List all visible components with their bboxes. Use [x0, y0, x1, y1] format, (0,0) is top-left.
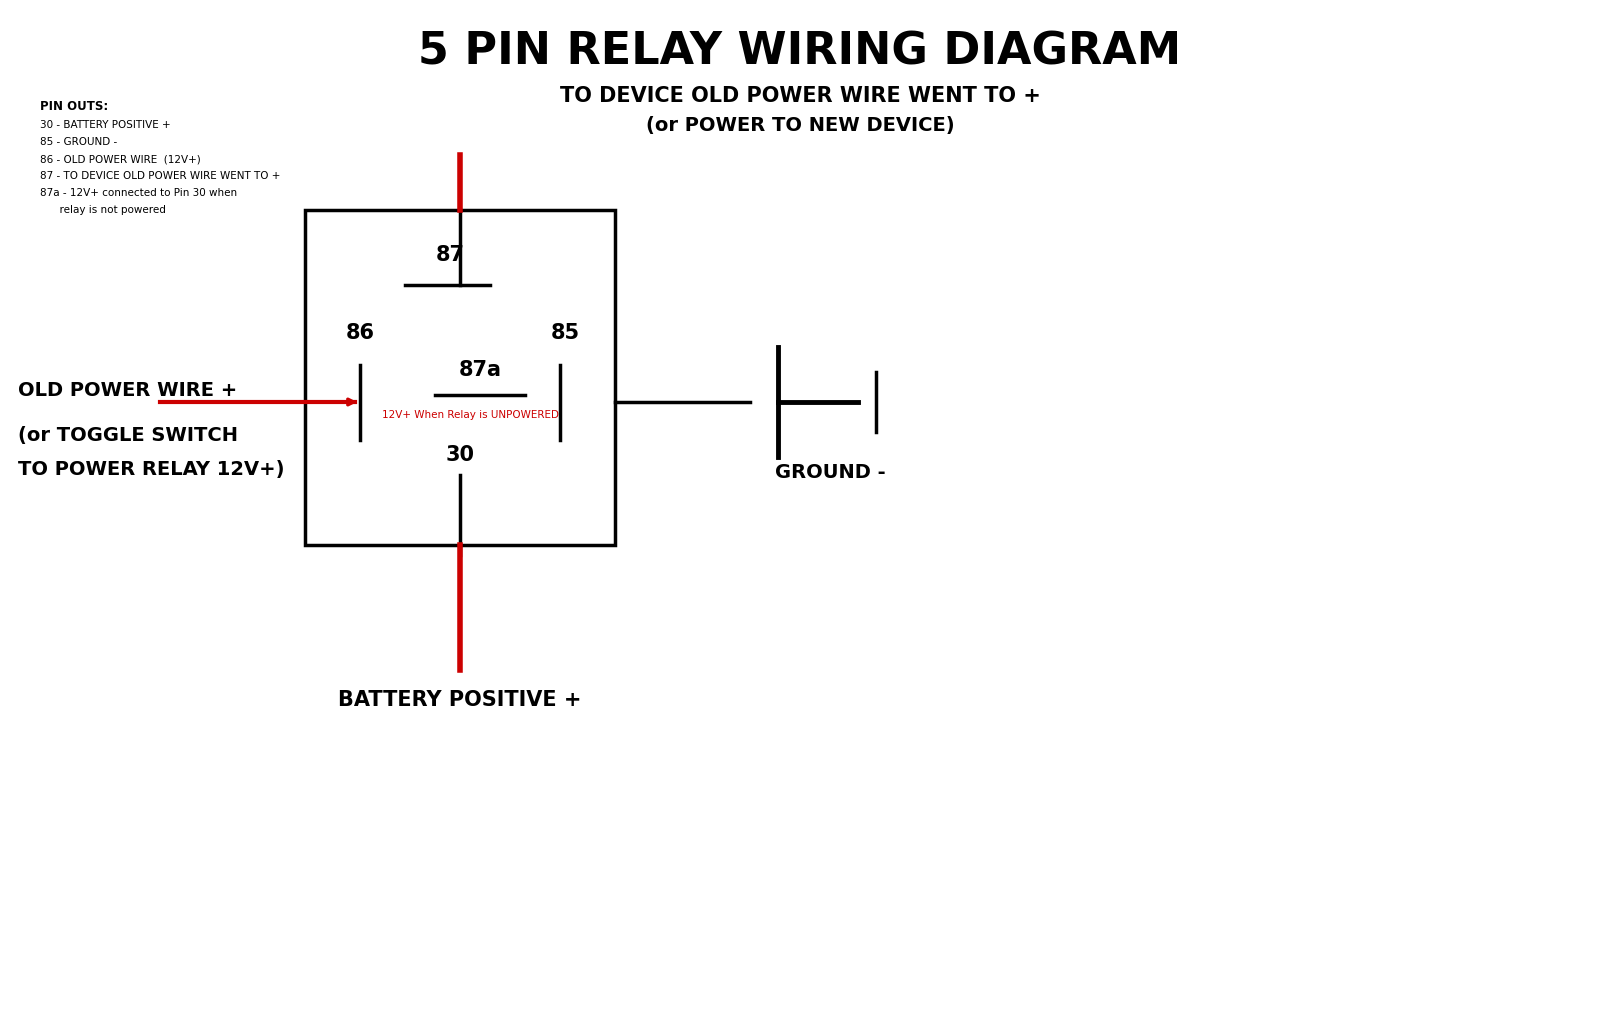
- Text: relay is not powered: relay is not powered: [40, 205, 166, 215]
- Text: BATTERY POSITIVE +: BATTERY POSITIVE +: [338, 690, 582, 710]
- Text: TO DEVICE OLD POWER WIRE WENT TO +: TO DEVICE OLD POWER WIRE WENT TO +: [560, 86, 1040, 106]
- Text: 86 - OLD POWER WIRE  (12V+): 86 - OLD POWER WIRE (12V+): [40, 154, 200, 164]
- Text: 85: 85: [550, 323, 579, 343]
- Text: 30: 30: [445, 445, 475, 465]
- Text: (or TOGGLE SWITCH: (or TOGGLE SWITCH: [18, 426, 238, 444]
- Text: 87: 87: [435, 245, 464, 265]
- Text: TO POWER RELAY 12V+): TO POWER RELAY 12V+): [18, 461, 285, 479]
- Text: PIN OUTS:: PIN OUTS:: [40, 100, 109, 113]
- Bar: [306, 210, 614, 545]
- Text: 87a - 12V+ connected to Pin 30 when: 87a - 12V+ connected to Pin 30 when: [40, 188, 237, 198]
- Text: 86: 86: [346, 323, 374, 343]
- Text: 87a: 87a: [459, 360, 501, 380]
- Text: 12V+ When Relay is UNPOWERED: 12V+ When Relay is UNPOWERED: [381, 410, 558, 420]
- Text: 85 - GROUND -: 85 - GROUND -: [40, 137, 117, 147]
- Text: 87 - TO DEVICE OLD POWER WIRE WENT TO +: 87 - TO DEVICE OLD POWER WIRE WENT TO +: [40, 171, 280, 181]
- Text: OLD POWER WIRE +: OLD POWER WIRE +: [18, 381, 237, 399]
- Text: 5 PIN RELAY WIRING DIAGRAM: 5 PIN RELAY WIRING DIAGRAM: [419, 31, 1181, 74]
- Text: GROUND -: GROUND -: [774, 463, 885, 481]
- Text: (or POWER TO NEW DEVICE): (or POWER TO NEW DEVICE): [646, 117, 954, 135]
- Text: 30 - BATTERY POSITIVE +: 30 - BATTERY POSITIVE +: [40, 120, 171, 130]
